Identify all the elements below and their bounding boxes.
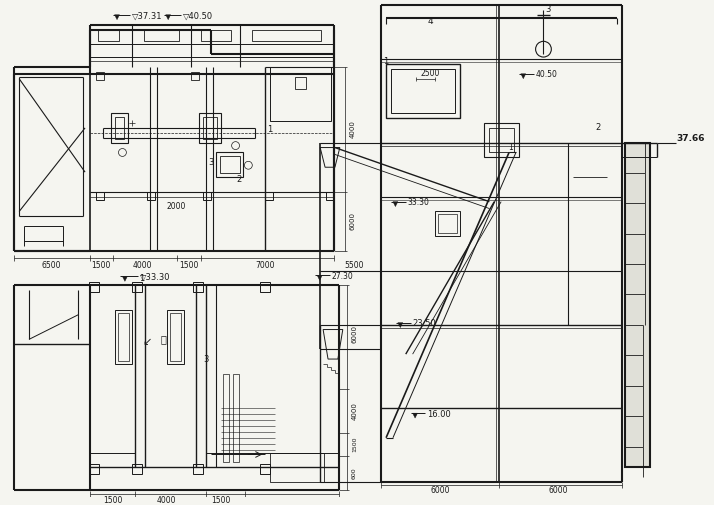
Text: 1500: 1500 bbox=[180, 261, 199, 270]
Text: 6000: 6000 bbox=[351, 325, 358, 343]
Bar bbox=[193, 282, 203, 292]
Polygon shape bbox=[398, 323, 403, 328]
Text: 600: 600 bbox=[352, 467, 357, 479]
Bar bbox=[203, 117, 217, 139]
Text: 7000: 7000 bbox=[256, 261, 275, 270]
Bar bbox=[260, 282, 270, 292]
Bar bbox=[132, 282, 142, 292]
Bar bbox=[96, 192, 104, 199]
Polygon shape bbox=[166, 15, 171, 20]
Text: 1500: 1500 bbox=[352, 437, 357, 452]
Text: 37.66: 37.66 bbox=[676, 134, 705, 143]
Bar bbox=[144, 29, 178, 41]
Text: 4000: 4000 bbox=[157, 496, 176, 505]
Bar bbox=[252, 29, 321, 41]
Bar bbox=[265, 192, 273, 199]
Text: 33.30: 33.30 bbox=[408, 198, 430, 207]
Text: 6000: 6000 bbox=[431, 486, 450, 495]
Bar bbox=[484, 123, 519, 158]
Bar bbox=[98, 29, 119, 41]
Bar bbox=[147, 192, 155, 199]
Text: 2: 2 bbox=[595, 123, 600, 132]
Text: 2: 2 bbox=[236, 175, 241, 183]
Bar bbox=[170, 313, 181, 361]
Polygon shape bbox=[413, 413, 418, 418]
Text: ↙: ↙ bbox=[142, 337, 151, 347]
Text: 4000: 4000 bbox=[350, 120, 356, 138]
Text: 4000: 4000 bbox=[132, 261, 152, 270]
Polygon shape bbox=[317, 275, 322, 280]
Text: 23.50: 23.50 bbox=[413, 319, 436, 328]
Text: 3: 3 bbox=[208, 158, 213, 167]
Bar bbox=[199, 113, 221, 142]
Bar bbox=[260, 464, 270, 474]
Bar bbox=[118, 313, 129, 361]
Bar bbox=[625, 142, 650, 467]
Text: 2500: 2500 bbox=[421, 69, 440, 78]
Bar bbox=[270, 452, 324, 482]
Bar bbox=[201, 29, 231, 41]
Text: 1: 1 bbox=[139, 274, 145, 283]
Text: 40.50: 40.50 bbox=[536, 70, 558, 79]
Bar bbox=[132, 464, 142, 474]
Text: 2000: 2000 bbox=[167, 202, 186, 211]
Bar bbox=[326, 192, 334, 199]
Text: 3: 3 bbox=[203, 355, 208, 364]
Text: 27.30: 27.30 bbox=[332, 272, 353, 281]
Polygon shape bbox=[521, 74, 526, 79]
Bar bbox=[166, 310, 184, 364]
Bar bbox=[111, 113, 129, 142]
Polygon shape bbox=[393, 201, 398, 207]
Bar bbox=[295, 77, 306, 88]
Bar bbox=[114, 117, 124, 139]
Bar bbox=[489, 128, 514, 153]
Text: 16.00: 16.00 bbox=[428, 410, 451, 419]
Bar bbox=[96, 72, 104, 80]
Bar bbox=[89, 464, 99, 474]
Text: 6500: 6500 bbox=[42, 261, 61, 270]
Bar bbox=[89, 282, 99, 292]
Bar bbox=[386, 64, 460, 118]
Text: 1: 1 bbox=[508, 143, 513, 152]
Text: ▽37.31: ▽37.31 bbox=[132, 11, 163, 20]
Bar bbox=[191, 72, 199, 80]
Text: 1: 1 bbox=[383, 58, 388, 67]
Text: 1500: 1500 bbox=[91, 261, 111, 270]
Polygon shape bbox=[114, 15, 119, 20]
Text: 巨: 巨 bbox=[161, 334, 166, 344]
Text: 6000: 6000 bbox=[548, 486, 568, 495]
Bar bbox=[270, 67, 331, 121]
Text: 1500: 1500 bbox=[211, 496, 231, 505]
Bar bbox=[216, 153, 243, 177]
Text: 4: 4 bbox=[428, 17, 433, 26]
Bar bbox=[438, 215, 457, 233]
Bar bbox=[223, 374, 228, 463]
Text: ▽40.50: ▽40.50 bbox=[183, 11, 213, 20]
Bar bbox=[193, 464, 203, 474]
Text: ▽33.30: ▽33.30 bbox=[140, 273, 171, 282]
Text: 1500: 1500 bbox=[103, 496, 122, 505]
Text: 6000: 6000 bbox=[350, 212, 356, 230]
Bar bbox=[436, 212, 460, 236]
Polygon shape bbox=[122, 276, 127, 281]
Bar bbox=[233, 374, 238, 463]
Bar bbox=[220, 157, 239, 173]
Text: 3: 3 bbox=[545, 6, 551, 14]
Bar bbox=[114, 310, 132, 364]
Text: 4000: 4000 bbox=[351, 402, 358, 420]
Bar bbox=[391, 69, 455, 113]
Text: 1: 1 bbox=[267, 125, 273, 134]
Bar bbox=[203, 192, 211, 199]
Text: 5500: 5500 bbox=[344, 261, 363, 270]
